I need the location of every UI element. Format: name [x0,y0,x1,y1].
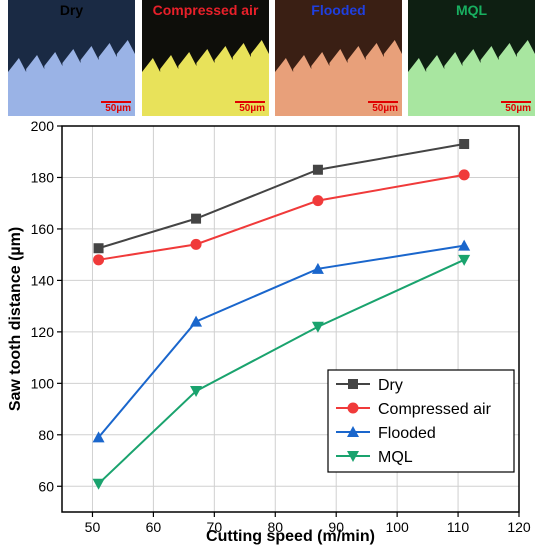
data-point [92,431,105,443]
y-tick-label: 80 [38,427,54,443]
scale-bar [235,101,265,103]
data-point [191,213,202,224]
series-line [97,244,465,439]
series-line [98,143,465,250]
data-point [348,379,358,389]
y-tick-label: 140 [31,272,55,288]
panel-label: MQL [455,2,488,18]
scale-label: 50µm [105,103,131,114]
x-tick-label: 70 [207,519,223,535]
data-point [190,386,203,398]
data-point [347,402,359,414]
panel-label: Compressed air [152,2,259,18]
micrograph-image [142,40,269,116]
micrograph-panel: Flooded 50µm [275,0,402,116]
data-point [458,254,471,266]
scale-bar [501,101,531,103]
data-point [311,262,324,274]
saw-tooth-chart: 50 60 70 80 90 100 110 120 60 80 100 120 140 160 180 20… [7,118,531,545]
x-axis-title: Cutting speed (m/min) [206,528,375,545]
panel-label: Flooded [311,2,366,18]
micrograph-panel: Dry 50µm [8,0,135,116]
data-point [93,243,104,254]
micrograph-panel: MQL 50µm [408,0,535,116]
x-tick-label: 110 [447,519,470,535]
data-point [347,426,359,437]
data-point [190,238,202,250]
x-tick-label: 60 [146,519,162,535]
y-tick-label: 160 [31,221,55,237]
series-line [97,258,465,485]
y-tick-label: 100 [31,375,55,391]
x-tick-label: 100 [385,519,409,535]
scale-label: 50µm [239,103,265,114]
legend-label: MQL [378,449,413,466]
scale-bar [368,101,398,103]
plot-frame [61,125,520,513]
y-tick-label: 120 [31,324,55,340]
micrograph-panel: Compressed air 50µm [142,0,269,116]
data-point [93,254,105,266]
data-point [458,239,471,251]
x-tick-label: 90 [328,519,344,535]
panel-label: Dry [59,2,84,18]
chip-shape [8,40,135,116]
data-point [312,164,323,175]
series-line [98,173,465,261]
data-point [311,321,324,333]
y-tick-label: 60 [38,478,54,494]
chip-shape [142,40,269,116]
data-point [459,139,470,150]
legend-label: Dry [378,377,403,394]
scale-bar [101,101,131,103]
data-point [347,451,359,462]
data-point [92,478,105,490]
scale-label: 50µm [505,103,531,114]
x-tick-label: 80 [267,519,283,535]
y-axis-title: Saw tooth distance (µm) [7,227,24,411]
micrograph-image [275,40,402,116]
chip-shape [275,40,402,116]
data-point [190,315,203,327]
scale-label: 50µm [372,103,398,114]
legend-label: Flooded [378,425,436,442]
chip-shape [408,40,535,116]
y-tick-label: 180 [31,169,55,185]
micrograph-image [8,40,135,116]
data-point [312,195,324,207]
x-tick-label: 50 [85,519,101,535]
micrograph-image [408,40,535,116]
legend-label: Compressed air [378,401,492,418]
y-tick-label: 200 [31,118,55,134]
x-tick-label: 120 [507,519,531,535]
data-point [458,169,470,181]
